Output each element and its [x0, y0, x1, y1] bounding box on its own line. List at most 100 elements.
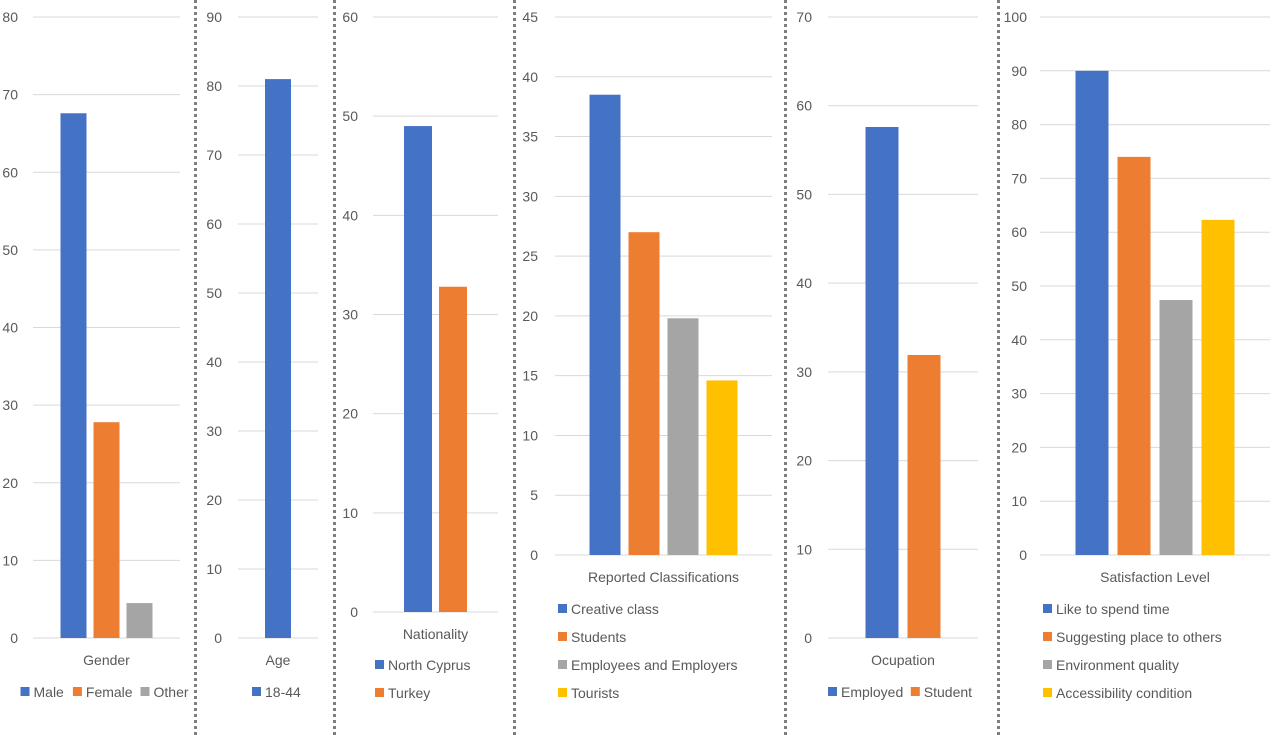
age-bar-18-44	[265, 79, 291, 639]
satisfaction-ytick-label: 90	[1011, 63, 1027, 79]
satisfaction-ytick-label: 10	[1011, 493, 1027, 509]
classifications-ytick-label: 35	[522, 129, 538, 145]
panel-divider	[194, 0, 197, 735]
satisfaction-legend-label: Suggesting place to others	[1056, 629, 1222, 645]
occupation-ytick-label: 0	[804, 630, 812, 646]
occupation-legend-label: Student	[924, 684, 972, 700]
occupation-ytick-label: 40	[796, 275, 812, 291]
classifications-legend-label: Students	[571, 629, 626, 645]
age-ytick-label: 50	[206, 285, 222, 301]
satisfaction-ytick-label: 60	[1011, 224, 1027, 240]
satisfaction-ytick-label: 30	[1011, 386, 1027, 402]
nationality-ytick-label: 60	[342, 9, 358, 25]
age-ytick-label: 20	[206, 492, 222, 508]
gender-bar-female	[93, 422, 120, 638]
satisfaction-bar-like-to-spend-time	[1075, 70, 1109, 556]
occupation-legend-swatch	[910, 687, 920, 696]
age-ytick-label: 10	[206, 561, 222, 577]
satisfaction-xlabel: Satisfaction Level	[1100, 569, 1210, 585]
classifications-ytick-label: 10	[522, 427, 538, 443]
gender-legend-swatch	[72, 687, 82, 696]
age-ytick-label: 60	[206, 216, 222, 232]
occupation-ytick-label: 50	[796, 186, 812, 202]
age-ytick-label: 70	[206, 147, 222, 163]
classifications-legend-swatch	[558, 632, 567, 641]
gender-ytick-label: 0	[10, 630, 18, 646]
nationality-legend-label: North Cyprus	[388, 657, 470, 673]
age-ytick-label: 80	[206, 78, 222, 94]
classifications-legend-label: Employees and Employers	[571, 657, 738, 673]
gender-bar-other	[126, 603, 153, 638]
nationality-ytick-label: 40	[342, 207, 358, 223]
nationality-bar-turkey	[439, 286, 467, 612]
nationality-ytick-label: 20	[342, 406, 358, 422]
occupation-ytick-label: 20	[796, 453, 812, 469]
age-legend-swatch	[252, 687, 261, 696]
classifications-bar-creative-class	[589, 94, 621, 555]
occupation-legend-label: Employed	[841, 684, 903, 700]
age-ytick-label: 40	[206, 354, 222, 370]
satisfaction-ytick-label: 100	[1004, 9, 1028, 25]
satisfaction-legend-swatch	[1043, 604, 1052, 613]
age-ytick-label: 0	[214, 630, 222, 646]
occupation-ytick-label: 10	[796, 541, 812, 557]
occupation-bar-student	[907, 355, 941, 638]
classifications-legend-label: Creative class	[571, 601, 659, 617]
gender-legend-swatch	[140, 687, 150, 696]
nationality-legend-label: Turkey	[388, 685, 430, 701]
panel-divider	[333, 0, 336, 735]
satisfaction-bar-environment-quality	[1159, 299, 1193, 555]
satisfaction-ytick-label: 40	[1011, 332, 1027, 348]
satisfaction-legend-label: Accessibility condition	[1056, 685, 1192, 701]
satisfaction-legend-swatch	[1043, 660, 1052, 669]
nationality-ytick-label: 30	[342, 307, 358, 323]
satisfaction-ytick-label: 80	[1011, 117, 1027, 133]
occupation-legend-swatch	[828, 687, 837, 696]
occupation-ytick-label: 30	[796, 364, 812, 380]
nationality-legend-swatch	[375, 660, 384, 669]
classifications-ytick-label: 5	[530, 487, 538, 503]
occupation-ytick-label: 70	[796, 9, 812, 25]
nationality-ytick-label: 10	[342, 505, 358, 521]
classifications-bar-tourists	[706, 380, 738, 555]
classifications-legend-swatch	[558, 660, 567, 669]
panel-divider	[784, 0, 787, 735]
classifications-legend-label: Tourists	[571, 685, 619, 701]
satisfaction-ytick-label: 50	[1011, 278, 1027, 294]
panel-divider	[997, 0, 1000, 735]
gender-ytick-label: 20	[2, 475, 18, 491]
gender-ytick-label: 80	[2, 9, 18, 25]
gender-bar-male	[60, 113, 87, 638]
satisfaction-ytick-label: 0	[1019, 547, 1027, 563]
nationality-legend-swatch	[375, 688, 384, 697]
age-ytick-label: 30	[206, 423, 222, 439]
classifications-ytick-label: 15	[522, 368, 538, 384]
satisfaction-legend-label: Like to spend time	[1056, 601, 1170, 617]
nationality-xlabel: Nationality	[403, 626, 468, 642]
classifications-ytick-label: 25	[522, 248, 538, 264]
satisfaction-legend-swatch	[1043, 688, 1052, 697]
age-legend-label: 18-44	[265, 684, 301, 700]
satisfaction-bar-suggesting-place-to-others	[1117, 156, 1151, 555]
gender-legend-label: Female	[86, 684, 133, 700]
classifications-ytick-label: 45	[522, 9, 538, 25]
classifications-bar-employees-and-employers	[667, 318, 699, 555]
nationality-bar-north-cyprus	[404, 126, 432, 612]
classifications-bar-students	[628, 232, 660, 555]
gender-ytick-label: 70	[2, 87, 18, 103]
satisfaction-legend-swatch	[1043, 632, 1052, 641]
classifications-ytick-label: 20	[522, 308, 538, 324]
classifications-ytick-label: 0	[530, 547, 538, 563]
classifications-ytick-label: 40	[522, 69, 538, 85]
occupation-xlabel: Ocupation	[871, 652, 935, 668]
gender-legend-swatch	[20, 687, 30, 696]
gender-ytick-label: 10	[2, 552, 18, 568]
panel-divider	[513, 0, 516, 735]
gender-legend-label: Male	[34, 684, 65, 700]
classifications-xlabel: Reported Classifications	[588, 569, 739, 585]
occupation-bar-employed	[865, 127, 899, 639]
gender-ytick-label: 50	[2, 242, 18, 258]
gender-ytick-label: 40	[2, 320, 18, 336]
